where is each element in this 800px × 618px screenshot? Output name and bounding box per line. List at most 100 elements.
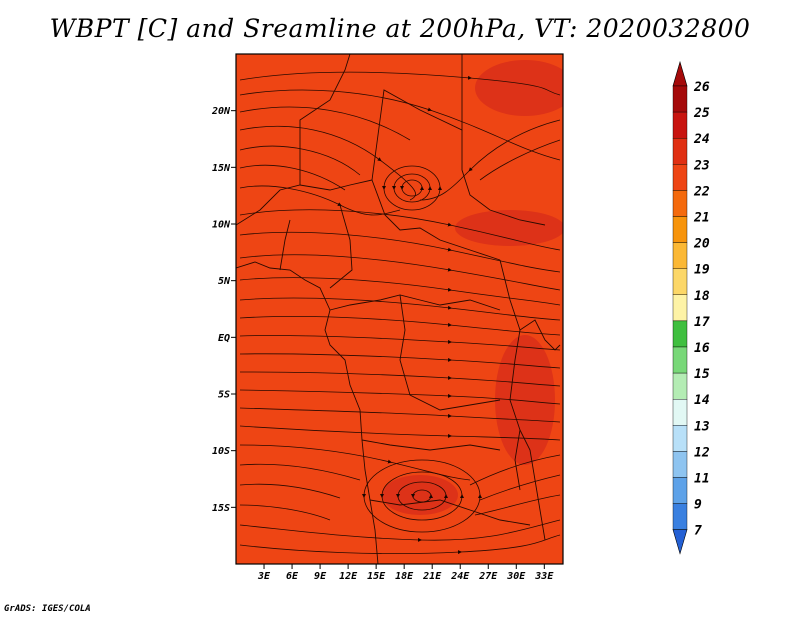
- colorbar-swatch: [672, 451, 688, 478]
- streamline: [239, 353, 561, 369]
- border-congo-north: [329, 294, 501, 311]
- warm-patch-south: [382, 475, 458, 515]
- colorbar-label: 25: [693, 106, 710, 121]
- warm-patch-ethiopia: [455, 210, 563, 246]
- colorbar-label: 24: [693, 132, 710, 147]
- streamline: [239, 444, 471, 481]
- colorbar-swatch: [672, 294, 688, 322]
- streamline-vortex-south-outermost: [363, 459, 482, 533]
- streamline: [479, 139, 561, 181]
- streamline: [239, 371, 561, 387]
- map-frame: [235, 53, 564, 565]
- grads-credit: GrADS: IGES/COLA: [4, 604, 91, 614]
- colorbar-swatch: [672, 85, 688, 113]
- streamline: [239, 519, 561, 542]
- latitude-axis: 20N 15N 10N 5N EQ 5S 10S 15S: [211, 106, 236, 514]
- colorbar-label: 12: [694, 445, 710, 460]
- streamline: [469, 454, 561, 486]
- colorbar-label: 19: [694, 263, 710, 278]
- streamline: [239, 463, 361, 481]
- colorbar-swatch: [672, 346, 688, 374]
- colorbar-label: 23: [693, 158, 710, 173]
- streamline: [239, 534, 561, 555]
- lon-tick-label: 24E: [450, 571, 470, 582]
- streamline: [239, 145, 361, 176]
- streamline: [239, 277, 561, 306]
- colorbar-label: 14: [694, 393, 710, 408]
- coastline-west-africa: [236, 261, 379, 564]
- lake-victoria: [519, 319, 561, 351]
- streamline: [239, 297, 561, 321]
- streamline: [239, 254, 561, 291]
- lat-tick-label: 5N: [218, 276, 231, 287]
- streamline: [239, 71, 561, 96]
- streamline: [474, 494, 561, 516]
- streamline: [239, 316, 561, 336]
- colorbar-label: 20: [693, 237, 710, 252]
- border-east-africa: [499, 259, 521, 491]
- colorbar-swatch: [672, 268, 688, 296]
- lon-tick-label: 3E: [257, 571, 271, 582]
- colorbar-label: 15: [694, 367, 710, 382]
- streamline: [239, 425, 561, 441]
- lat-tick-label: EQ: [218, 333, 230, 344]
- colorbar-swatch: [672, 216, 688, 243]
- streamline: [479, 474, 561, 501]
- lat-tick-label: 5S: [218, 390, 230, 401]
- colorbar-swatch: [672, 137, 688, 165]
- streamline-vortex-south-outer: [381, 471, 464, 521]
- streamline: [239, 504, 331, 521]
- colorbar-label: 9: [694, 498, 702, 513]
- colorbar-label: 11: [694, 472, 710, 487]
- lat-tick-label: 20N: [211, 106, 231, 117]
- colorbar-label: 7: [694, 524, 702, 539]
- border-niger: [299, 54, 351, 185]
- border-namibia-botswana: [369, 499, 531, 526]
- border-cameroon: [329, 204, 353, 289]
- border-angola-zambia: [361, 439, 501, 451]
- colorbar-swatch: [672, 111, 688, 139]
- streamline-vortex-north-inner: [401, 179, 424, 197]
- streamline: [239, 335, 561, 351]
- streamline: [239, 106, 411, 141]
- streamline: [239, 164, 346, 191]
- colorbar-swatch: [672, 242, 688, 269]
- lat-tick-label: 10S: [212, 446, 230, 457]
- country-borders: [236, 54, 561, 564]
- streamline: [239, 231, 561, 273]
- streamline: [239, 209, 561, 251]
- colorbar-label: 16: [694, 341, 710, 356]
- streamlines: [239, 71, 561, 555]
- colorbar-swatch: [672, 477, 688, 504]
- colorbar: 26 25 24 23 22 21 20 19 18 17 16 15 14 13 12 11 9 7: [672, 60, 710, 555]
- streamline: [239, 407, 561, 423]
- colorbar-swatch: [672, 320, 688, 348]
- lon-tick-label: 21E: [422, 571, 442, 582]
- streamline: [239, 389, 561, 405]
- lon-tick-label: 6E: [286, 571, 299, 582]
- border-chad-libya: [371, 54, 463, 181]
- chart-title: WBPT [C] and Sreamline at 200hPa, VT: 20…: [49, 14, 751, 43]
- coastline-mozambique: [519, 429, 546, 541]
- lat-tick-label: 10N: [212, 220, 231, 231]
- lon-tick-label: 30E: [506, 571, 526, 582]
- colorbar-swatch: [672, 190, 688, 217]
- border-sudan: [461, 130, 546, 226]
- lon-tick-label: 9E: [314, 571, 327, 582]
- colorbar-swatch: [672, 399, 688, 426]
- colorbar-swatch: [672, 372, 688, 400]
- warm-patches: [382, 60, 563, 515]
- colorbar-swatch: [672, 503, 688, 530]
- longitude-axis: 3E 6E 9E 12E 15E 18E 21E 24E 27E 30E 33E: [257, 564, 554, 582]
- streamline-vortex-south: [397, 481, 448, 511]
- lon-tick-label: 33E: [534, 571, 554, 582]
- colorbar-bottom-arrow: [672, 529, 688, 555]
- lat-tick-label: 15N: [212, 163, 231, 174]
- lon-tick-label: 12E: [339, 571, 358, 582]
- lat-tick-label: 15S: [212, 503, 230, 514]
- colorbar-label: 21: [693, 211, 710, 226]
- colorbar-label: 26: [693, 80, 710, 95]
- lon-tick-label: 15E: [367, 571, 386, 582]
- colorbar-top-arrow: [672, 60, 688, 87]
